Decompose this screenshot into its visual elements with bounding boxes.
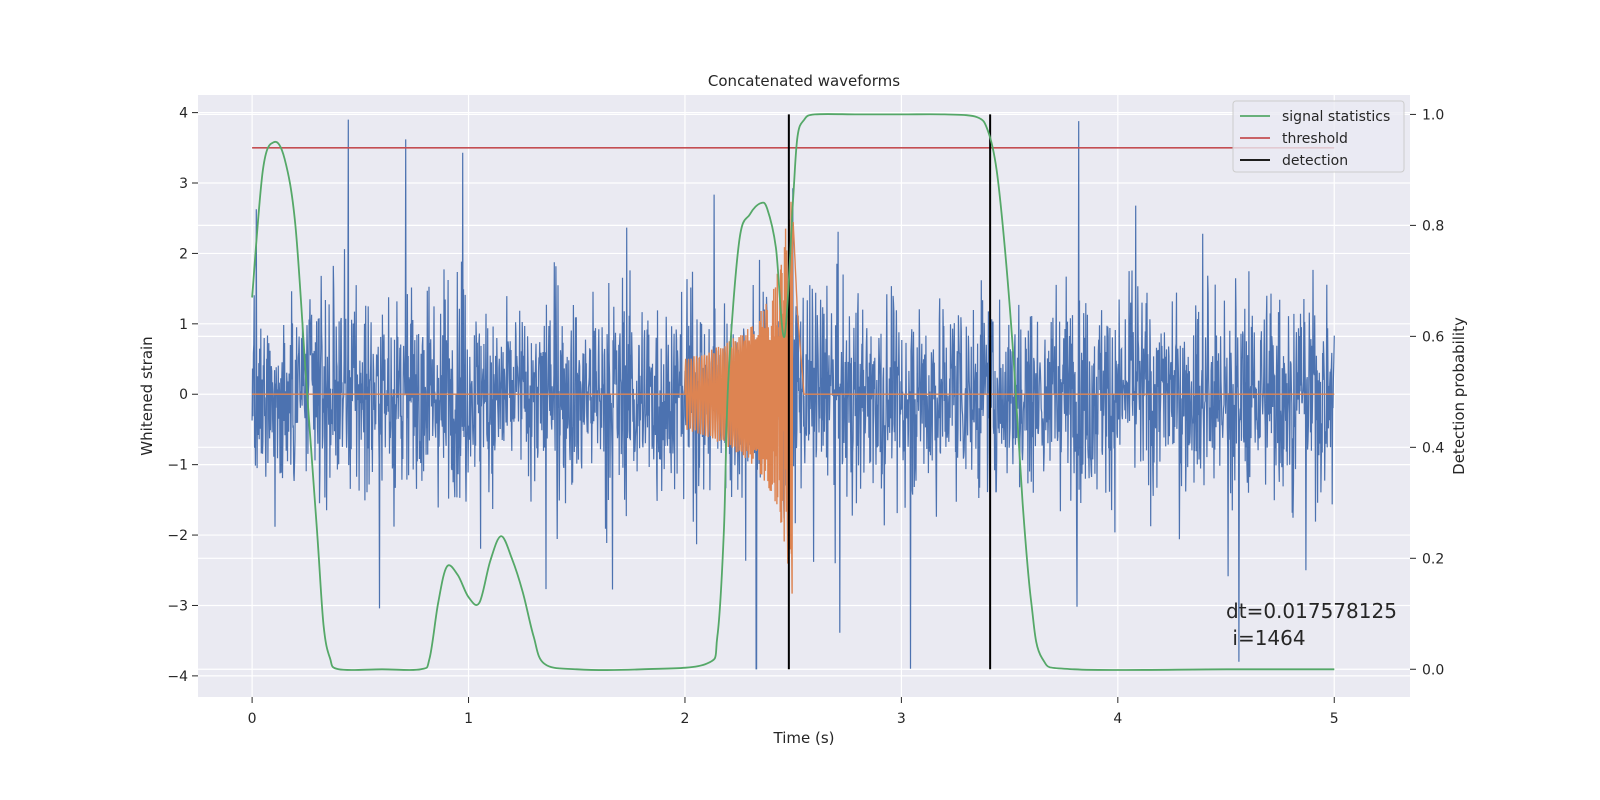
legend-frame: [1232, 100, 1405, 173]
annotation-index: i=1464: [1226, 626, 1306, 650]
y-axis-label-right: Detection probability: [1450, 317, 1468, 475]
y-tick-label-left: 2: [179, 246, 188, 262]
x-axis-ticks: 0 1 2 3 4 5: [248, 697, 1339, 727]
y-tick-label-right: 0.2: [1422, 551, 1444, 567]
chart-title: Concatenated waveforms: [708, 72, 900, 90]
y-tick-label-left: 0: [179, 387, 188, 403]
x-tick-label: 4: [1113, 711, 1122, 727]
x-tick-label: 5: [1330, 711, 1339, 727]
y-tick-label-left: −3: [167, 598, 188, 614]
y-tick-label-left: 3: [179, 176, 188, 192]
series-chirp-waveform: [252, 201, 1335, 594]
y-tick-label-left: −1: [167, 458, 188, 474]
y-tick-label-right: 0.8: [1422, 218, 1444, 234]
y-tick-label-left: −2: [167, 528, 188, 544]
legend: signal statistics threshold detection: [1232, 100, 1405, 173]
y-tick-label-right: 0.6: [1422, 329, 1444, 345]
legend-entry-threshold: threshold: [1282, 131, 1348, 147]
y-tick-label-right: 0.0: [1422, 662, 1444, 678]
y-tick-label-left: 4: [179, 106, 188, 122]
x-tick-label: 3: [897, 711, 906, 727]
series-noise-strain: [251, 119, 1335, 670]
series-signal-statistics: [251, 113, 1335, 671]
y-tick-label-left: 1: [179, 317, 188, 333]
series-detection: [787, 114, 992, 670]
y-tick-label-left: −4: [167, 669, 188, 685]
legend-entry-detection: detection: [1282, 153, 1348, 169]
x-tick-label: 1: [464, 711, 473, 727]
chirp-trace: [252, 201, 1335, 594]
y-tick-label-right: 1.0: [1422, 107, 1444, 123]
x-tick-label: 0: [248, 711, 257, 727]
y-tick-label-right: 0.4: [1422, 440, 1444, 456]
y-axis-label-left: Whitened strain: [138, 336, 156, 455]
y-axis-left-ticks: 4 3 2 1 0 −1 −2 −3 −4: [167, 106, 198, 685]
annotation-dt: dt=0.017578125: [1226, 599, 1397, 623]
legend-entry-signal-statistics: signal statistics: [1282, 109, 1390, 125]
signal-statistics-curve: [251, 113, 1335, 671]
y-axis-right-ticks: 1.0 0.8 0.6 0.4 0.2 0.0: [1410, 107, 1444, 678]
noise-trace: [251, 119, 1335, 670]
x-axis-label: Time (s): [773, 729, 835, 747]
x-tick-label: 2: [681, 711, 690, 727]
